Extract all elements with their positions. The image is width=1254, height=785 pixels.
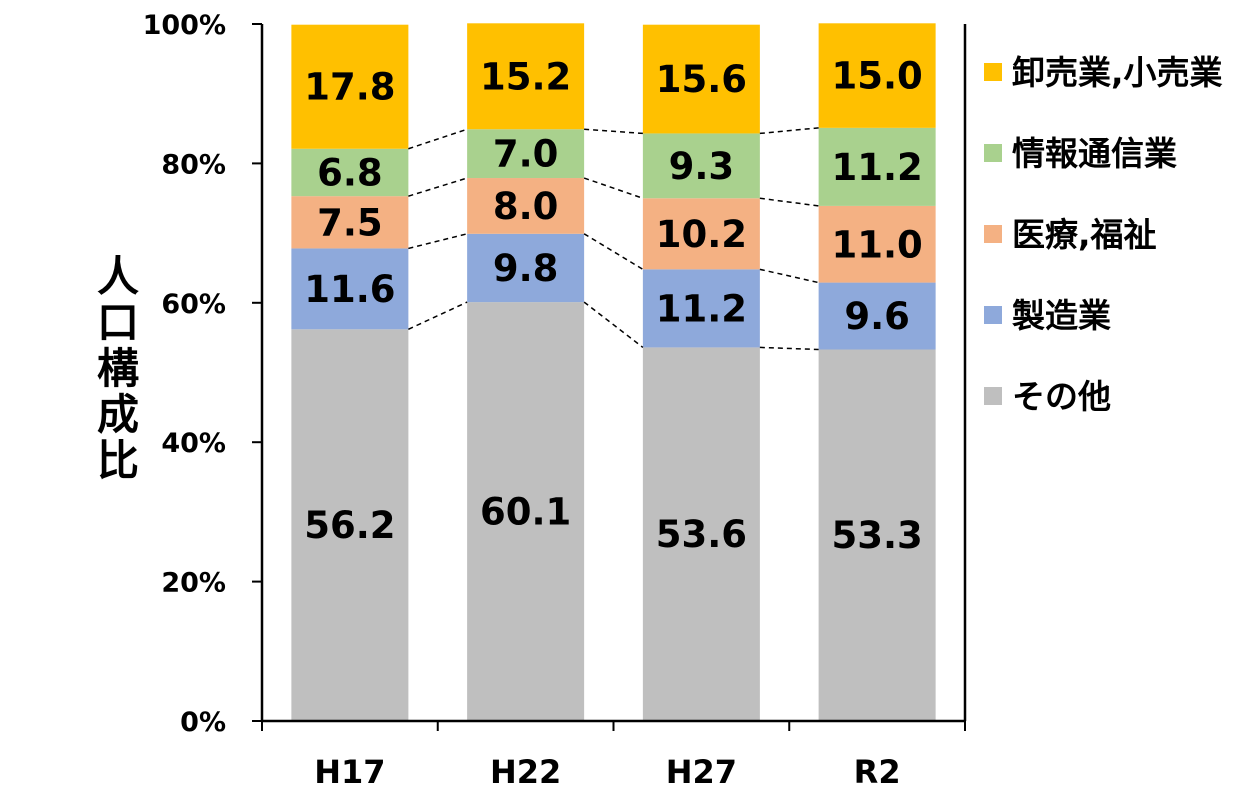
data-label: 7.0	[493, 133, 559, 176]
bar-segment	[818, 349, 936, 721]
bar-segment	[467, 178, 585, 234]
bar-segment	[818, 23, 936, 128]
series-line	[759, 268, 819, 284]
series-line	[408, 301, 468, 330]
bar-segment	[642, 347, 760, 721]
y-tick-label: 40%	[161, 428, 226, 459]
series-line	[408, 128, 468, 150]
legend-label: その他	[1012, 377, 1111, 416]
data-label: 60.1	[480, 491, 571, 534]
y-tick-label: 60%	[161, 289, 226, 320]
bar-segment	[642, 198, 760, 270]
series-line	[759, 127, 819, 135]
x-tick-label: H22	[490, 753, 561, 785]
series-line	[759, 197, 819, 207]
data-label: 11.2	[656, 287, 747, 330]
bar-segment	[467, 233, 585, 303]
series-line	[583, 177, 644, 199]
bar-segment	[642, 133, 760, 199]
y-tick-label: 0%	[180, 707, 226, 738]
data-label: 15.2	[480, 55, 571, 98]
data-label: 53.3	[831, 514, 922, 557]
legend-swatch	[984, 144, 1002, 162]
bar-segment	[291, 24, 409, 149]
data-label: 10.2	[656, 213, 747, 256]
data-label: 17.8	[304, 66, 395, 109]
bar-segment	[291, 148, 409, 197]
bar-segment	[642, 269, 760, 348]
y-tick-label: 80%	[161, 149, 226, 180]
bar-segment	[291, 248, 409, 330]
data-label: 9.8	[493, 247, 559, 290]
y-axis-title-char: 比	[97, 436, 139, 485]
bar-segment	[467, 302, 585, 721]
data-label: 11.6	[304, 268, 395, 311]
bar-segment	[818, 205, 936, 283]
bar-segment	[467, 23, 585, 130]
x-tick-label: H17	[314, 753, 385, 785]
y-tick-label: 100%	[143, 10, 226, 41]
data-label: 11.2	[831, 146, 922, 189]
y-axis-title-char: 成	[97, 390, 139, 439]
data-label: 11.0	[831, 223, 922, 266]
legend-swatch	[984, 387, 1002, 405]
y-axis-title-char: 人	[97, 252, 139, 301]
series-line	[408, 233, 468, 250]
bar-segment	[818, 282, 936, 350]
legend-label: 製造業	[1012, 296, 1111, 335]
data-label: 15.6	[656, 58, 747, 101]
bar-segment	[291, 329, 409, 721]
y-axis-title-char: 口	[97, 298, 139, 347]
series-lines	[408, 127, 819, 351]
legend-swatch	[984, 306, 1002, 324]
series-line	[584, 128, 643, 135]
bar-segment	[642, 24, 760, 134]
series-line	[583, 301, 644, 349]
legend-label: 医療,福祉	[1012, 215, 1157, 254]
data-label: 6.8	[317, 151, 383, 194]
x-tick-label: H27	[666, 753, 737, 785]
y-axis-title-char: 構	[97, 344, 139, 393]
bar-segment	[818, 127, 936, 206]
data-label: 9.3	[669, 145, 735, 188]
data-label: 15.0	[831, 55, 922, 98]
series-line	[583, 233, 644, 270]
bar-segment	[467, 129, 585, 179]
data-label: 7.5	[317, 201, 383, 244]
y-tick-label: 20%	[161, 568, 226, 599]
legend-label: 情報通信業	[1012, 134, 1177, 173]
axes: 0% 20% 40% 60% 80% 100% H17 H22 H27 R2	[143, 10, 967, 785]
data-label: 9.6	[844, 295, 910, 338]
data-label: 53.6	[656, 513, 747, 556]
legend-swatch	[984, 63, 1002, 81]
plot-area: 56.2 60.1 53.6 53.3 11.6 9.8 11.2 9.6 7.5 8.0 10.2…	[291, 23, 936, 721]
series-line	[759, 346, 819, 351]
legend-label: 卸売業,小売業	[1012, 53, 1223, 92]
data-label: 56.2	[304, 504, 395, 547]
x-tick-label: R2	[854, 753, 901, 785]
legend-swatch	[984, 225, 1002, 243]
series-line	[408, 177, 468, 197]
data-label: 8.0	[493, 185, 559, 228]
bar-segment	[291, 196, 409, 249]
